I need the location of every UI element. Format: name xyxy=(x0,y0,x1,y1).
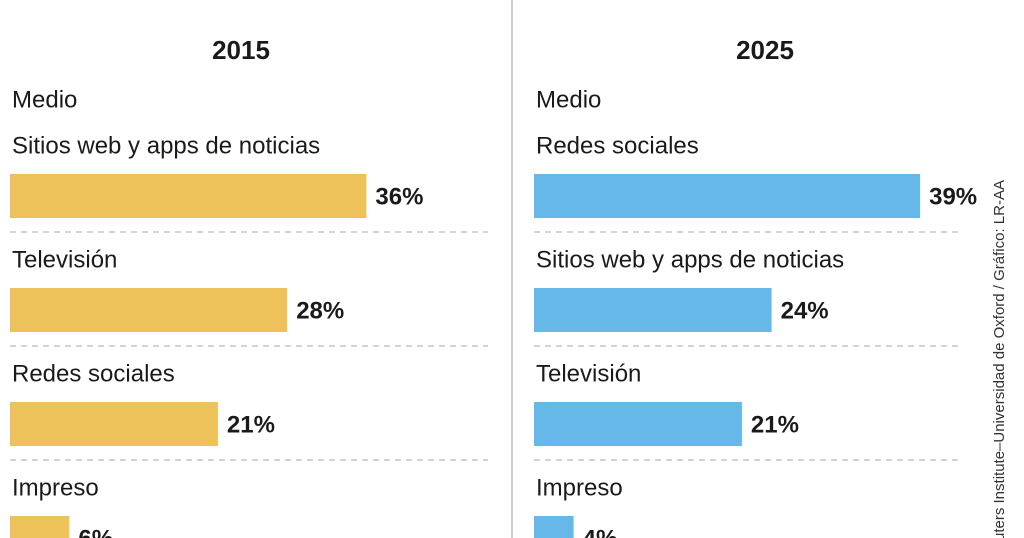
bar xyxy=(10,288,288,332)
bar xyxy=(534,174,921,218)
category-label: Redes sociales xyxy=(536,132,699,159)
category-label: Televisión xyxy=(12,246,117,273)
category-label: Redes sociales xyxy=(12,360,175,387)
bar xyxy=(10,402,218,446)
bar xyxy=(10,174,367,218)
bar xyxy=(534,402,742,446)
category-label: Sitios web y apps de noticias xyxy=(536,246,844,273)
source: uters Institute–Universidad de Oxford / … xyxy=(991,180,1008,538)
value-label: 24% xyxy=(781,297,829,324)
value-label: 6% xyxy=(78,525,113,538)
panel-title: 2015 xyxy=(212,35,270,65)
bar xyxy=(534,288,772,332)
value-label: 36% xyxy=(375,183,423,210)
category-label: Sitios web y apps de noticias xyxy=(12,132,320,159)
bar xyxy=(10,516,70,538)
value-label: 21% xyxy=(227,411,275,438)
value-label: 28% xyxy=(296,297,344,324)
category-label: Impreso xyxy=(12,474,99,501)
panel-title: 2025 xyxy=(736,35,794,65)
value-label: 4% xyxy=(583,525,618,538)
value-label: 39% xyxy=(929,183,977,210)
category-header: Medio xyxy=(536,86,601,113)
bar xyxy=(534,516,574,538)
category-label: Televisión xyxy=(536,360,641,387)
value-label: 21% xyxy=(751,411,799,438)
category-header: Medio xyxy=(12,86,77,113)
category-label: Impreso xyxy=(536,474,623,501)
